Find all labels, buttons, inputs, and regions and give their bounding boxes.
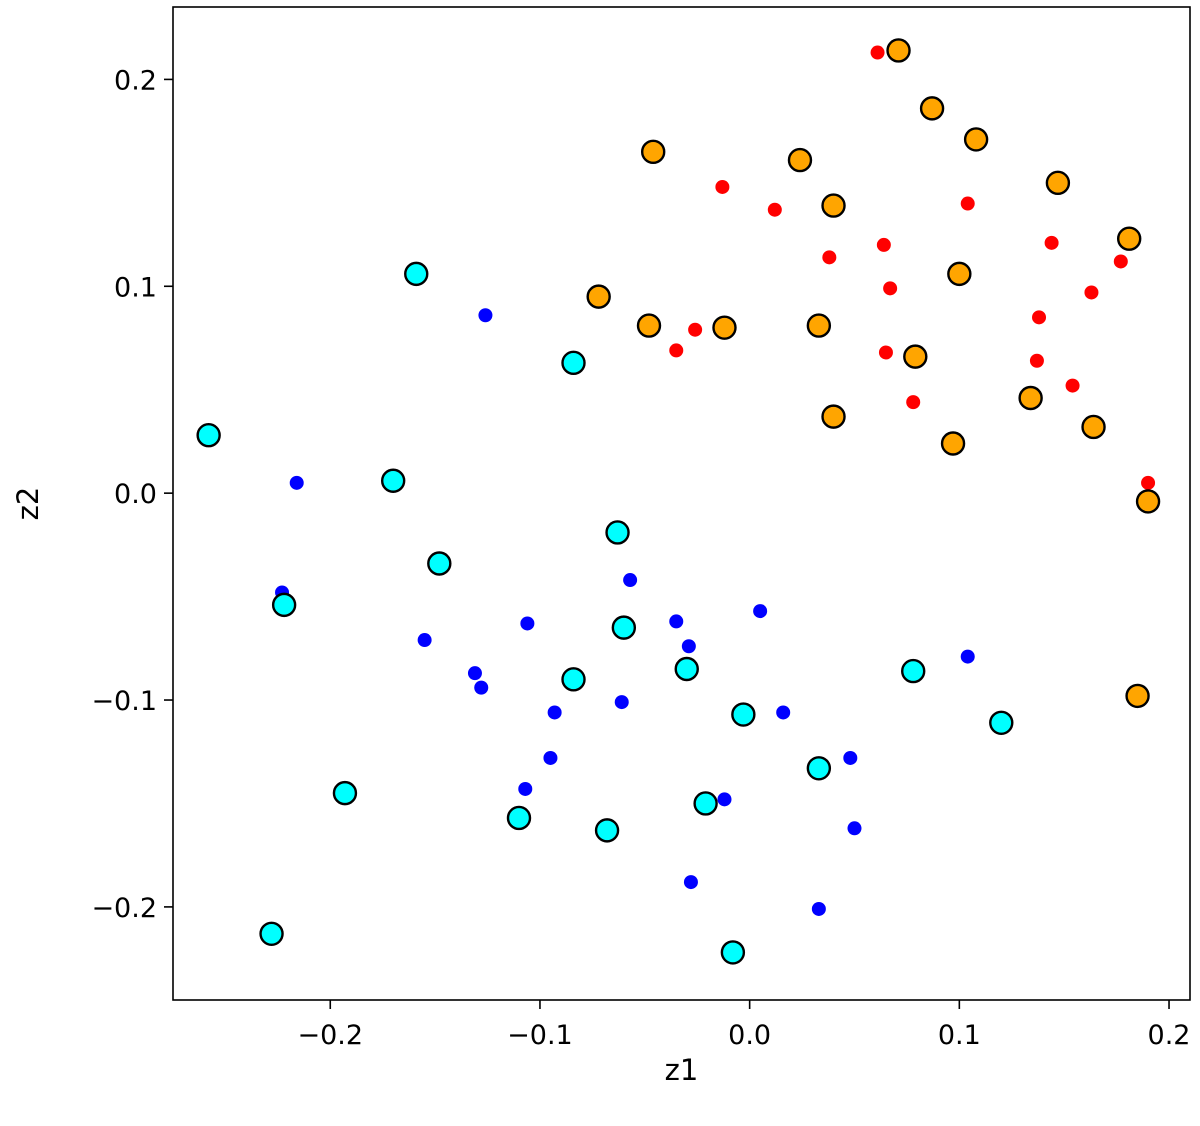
data-point: [847, 821, 862, 836]
data-point: [717, 792, 732, 807]
data-point: [1141, 475, 1156, 490]
axis-ticks: −0.2 −0.1 0.0 0.1 0.2 −0.2 −0.1 0.0 0.1 0.2: [91, 65, 1190, 1051]
data-point: [1125, 683, 1150, 709]
data-point: [720, 940, 746, 965]
data-point: [271, 592, 297, 618]
data-point: [1081, 414, 1106, 440]
data-point: [289, 475, 304, 490]
data-point: [947, 261, 972, 287]
data-point: [196, 423, 221, 448]
x-tick-label: 0.0: [728, 1020, 771, 1051]
data-point: [380, 468, 406, 493]
data-point: [594, 818, 620, 843]
data-point: [712, 315, 737, 340]
data-point: [876, 237, 891, 252]
data-point: [989, 710, 1014, 735]
y-tick-label: 0.0: [114, 479, 157, 510]
data-point: [1113, 254, 1128, 269]
data-point: [417, 633, 432, 648]
data-point: [883, 281, 898, 296]
data-point: [640, 139, 666, 165]
data-point: [478, 308, 493, 323]
x-tick-label: 0.2: [1148, 1020, 1191, 1051]
data-point: [1116, 226, 1142, 251]
data-point: [611, 615, 637, 640]
data-point: [614, 695, 629, 710]
data-point: [1084, 285, 1099, 300]
data-point: [715, 179, 730, 194]
data-point: [404, 261, 429, 287]
data-point: [821, 404, 846, 429]
x-tick-label: 0.1: [938, 1020, 981, 1051]
data-point: [561, 667, 586, 692]
data-point: [1032, 310, 1047, 325]
data-point: [674, 656, 699, 682]
data-point: [886, 38, 911, 63]
data-point: [1044, 235, 1059, 250]
data-point: [605, 520, 630, 545]
data-point: [843, 750, 858, 765]
data-point: [960, 196, 975, 211]
data-point: [520, 616, 535, 631]
data-point: [561, 350, 586, 376]
data-point: [623, 573, 638, 588]
x-axis-label: z1: [665, 1053, 699, 1087]
data-point: [731, 702, 756, 727]
data-point: [821, 193, 846, 218]
data-point: [822, 250, 837, 265]
data-point: [919, 96, 945, 121]
data-point: [332, 780, 358, 806]
data-point: [806, 313, 832, 338]
x-tick-label: −0.1: [507, 1020, 573, 1051]
data-point: [1045, 170, 1071, 196]
data-point: [427, 551, 452, 576]
y-tick-label: 0.1: [114, 272, 157, 303]
data-point: [878, 345, 893, 360]
y-tick-label: −0.2: [91, 893, 157, 924]
plot-frame: [172, 6, 1191, 1001]
data-points: [196, 38, 1161, 965]
data-point: [683, 875, 698, 890]
data-point: [1065, 378, 1080, 393]
data-point: [474, 680, 489, 695]
data-point: [506, 805, 532, 831]
data-point: [1135, 489, 1161, 514]
x-tick-label: −0.2: [297, 1020, 363, 1051]
data-point: [1018, 385, 1043, 411]
data-point: [669, 614, 684, 629]
data-point: [940, 431, 966, 456]
data-point: [681, 639, 696, 654]
data-point: [811, 901, 826, 916]
y-tick-label: 0.2: [114, 65, 157, 96]
data-point: [906, 395, 921, 410]
y-tick-label: −0.1: [91, 686, 157, 717]
data-point: [753, 604, 768, 619]
data-point: [688, 322, 703, 337]
data-point: [901, 658, 926, 684]
data-point: [586, 284, 611, 309]
data-point: [547, 705, 562, 720]
data-point: [543, 750, 558, 765]
y-axis-label: z2: [11, 487, 45, 521]
data-point: [787, 147, 813, 173]
data-point: [776, 705, 791, 720]
data-point: [467, 666, 482, 681]
data-point: [669, 343, 684, 358]
data-point: [1029, 353, 1044, 368]
data-point: [767, 202, 782, 217]
data-point: [636, 313, 662, 338]
data-point: [870, 45, 885, 60]
data-point: [960, 649, 975, 664]
data-point: [806, 756, 832, 781]
data-point: [693, 791, 718, 816]
data-point: [963, 127, 989, 152]
data-point: [259, 921, 284, 946]
data-point: [903, 344, 928, 369]
data-point: [518, 781, 533, 796]
